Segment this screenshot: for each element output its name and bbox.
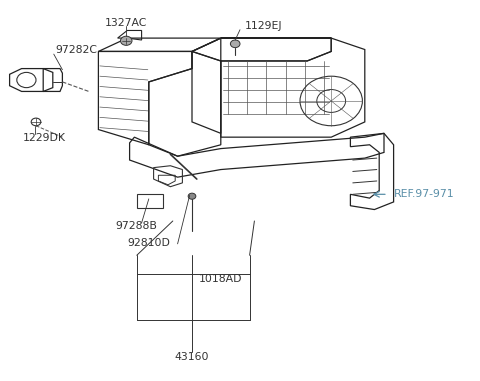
Text: REF.97-971: REF.97-971: [394, 189, 454, 199]
Text: 97282C: 97282C: [55, 45, 97, 55]
Text: 1229DK: 1229DK: [23, 133, 66, 143]
Text: 1129EJ: 1129EJ: [245, 21, 282, 31]
Text: 92810D: 92810D: [127, 238, 170, 248]
Text: 43160: 43160: [175, 352, 209, 362]
Circle shape: [188, 193, 196, 199]
Text: 1018AD: 1018AD: [199, 274, 243, 284]
Circle shape: [120, 36, 132, 45]
Text: 97288B: 97288B: [115, 221, 157, 231]
Circle shape: [230, 40, 240, 48]
Text: 1327AC: 1327AC: [105, 18, 147, 28]
